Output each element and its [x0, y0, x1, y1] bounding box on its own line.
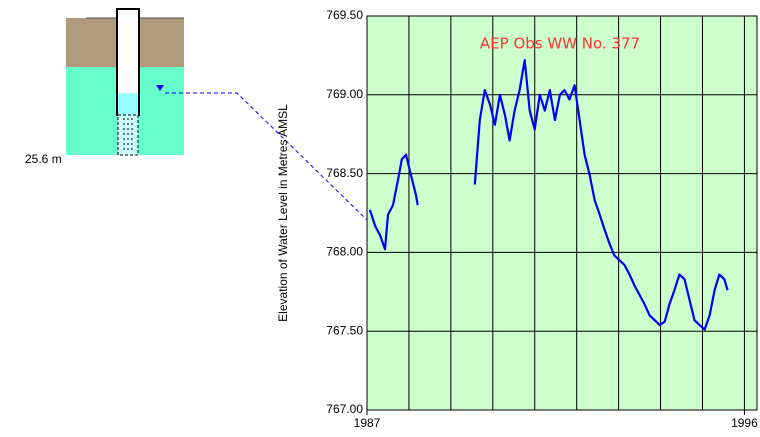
plot-area: [367, 16, 757, 410]
water-level-marker: [156, 85, 164, 91]
leader-line: [165, 92, 368, 221]
y-tick-label: 769.50: [326, 8, 363, 22]
y-axis-title: Elevation of Water Level in Metres AMSL: [276, 104, 290, 322]
screen-slots: [123, 118, 133, 152]
y-tick-label: 768.50: [326, 166, 363, 180]
y-tick-label: 769.00: [326, 87, 363, 101]
depth-label: 25.6 m: [25, 152, 62, 166]
plot-frame: [366, 15, 758, 411]
x-tick-label: 1987: [354, 416, 381, 430]
y-tick-label: 767.50: [326, 323, 363, 337]
casing-water: [118, 93, 138, 115]
x-tick-label: 1996: [731, 416, 758, 430]
chart-title: AEP Obs WW No. 377: [480, 35, 640, 53]
well-diagram: 25.6 m: [25, 8, 368, 221]
y-tick-label: 768.00: [326, 245, 363, 259]
y-tick-label: 767.00: [326, 402, 363, 416]
series-line: [368, 59, 729, 331]
